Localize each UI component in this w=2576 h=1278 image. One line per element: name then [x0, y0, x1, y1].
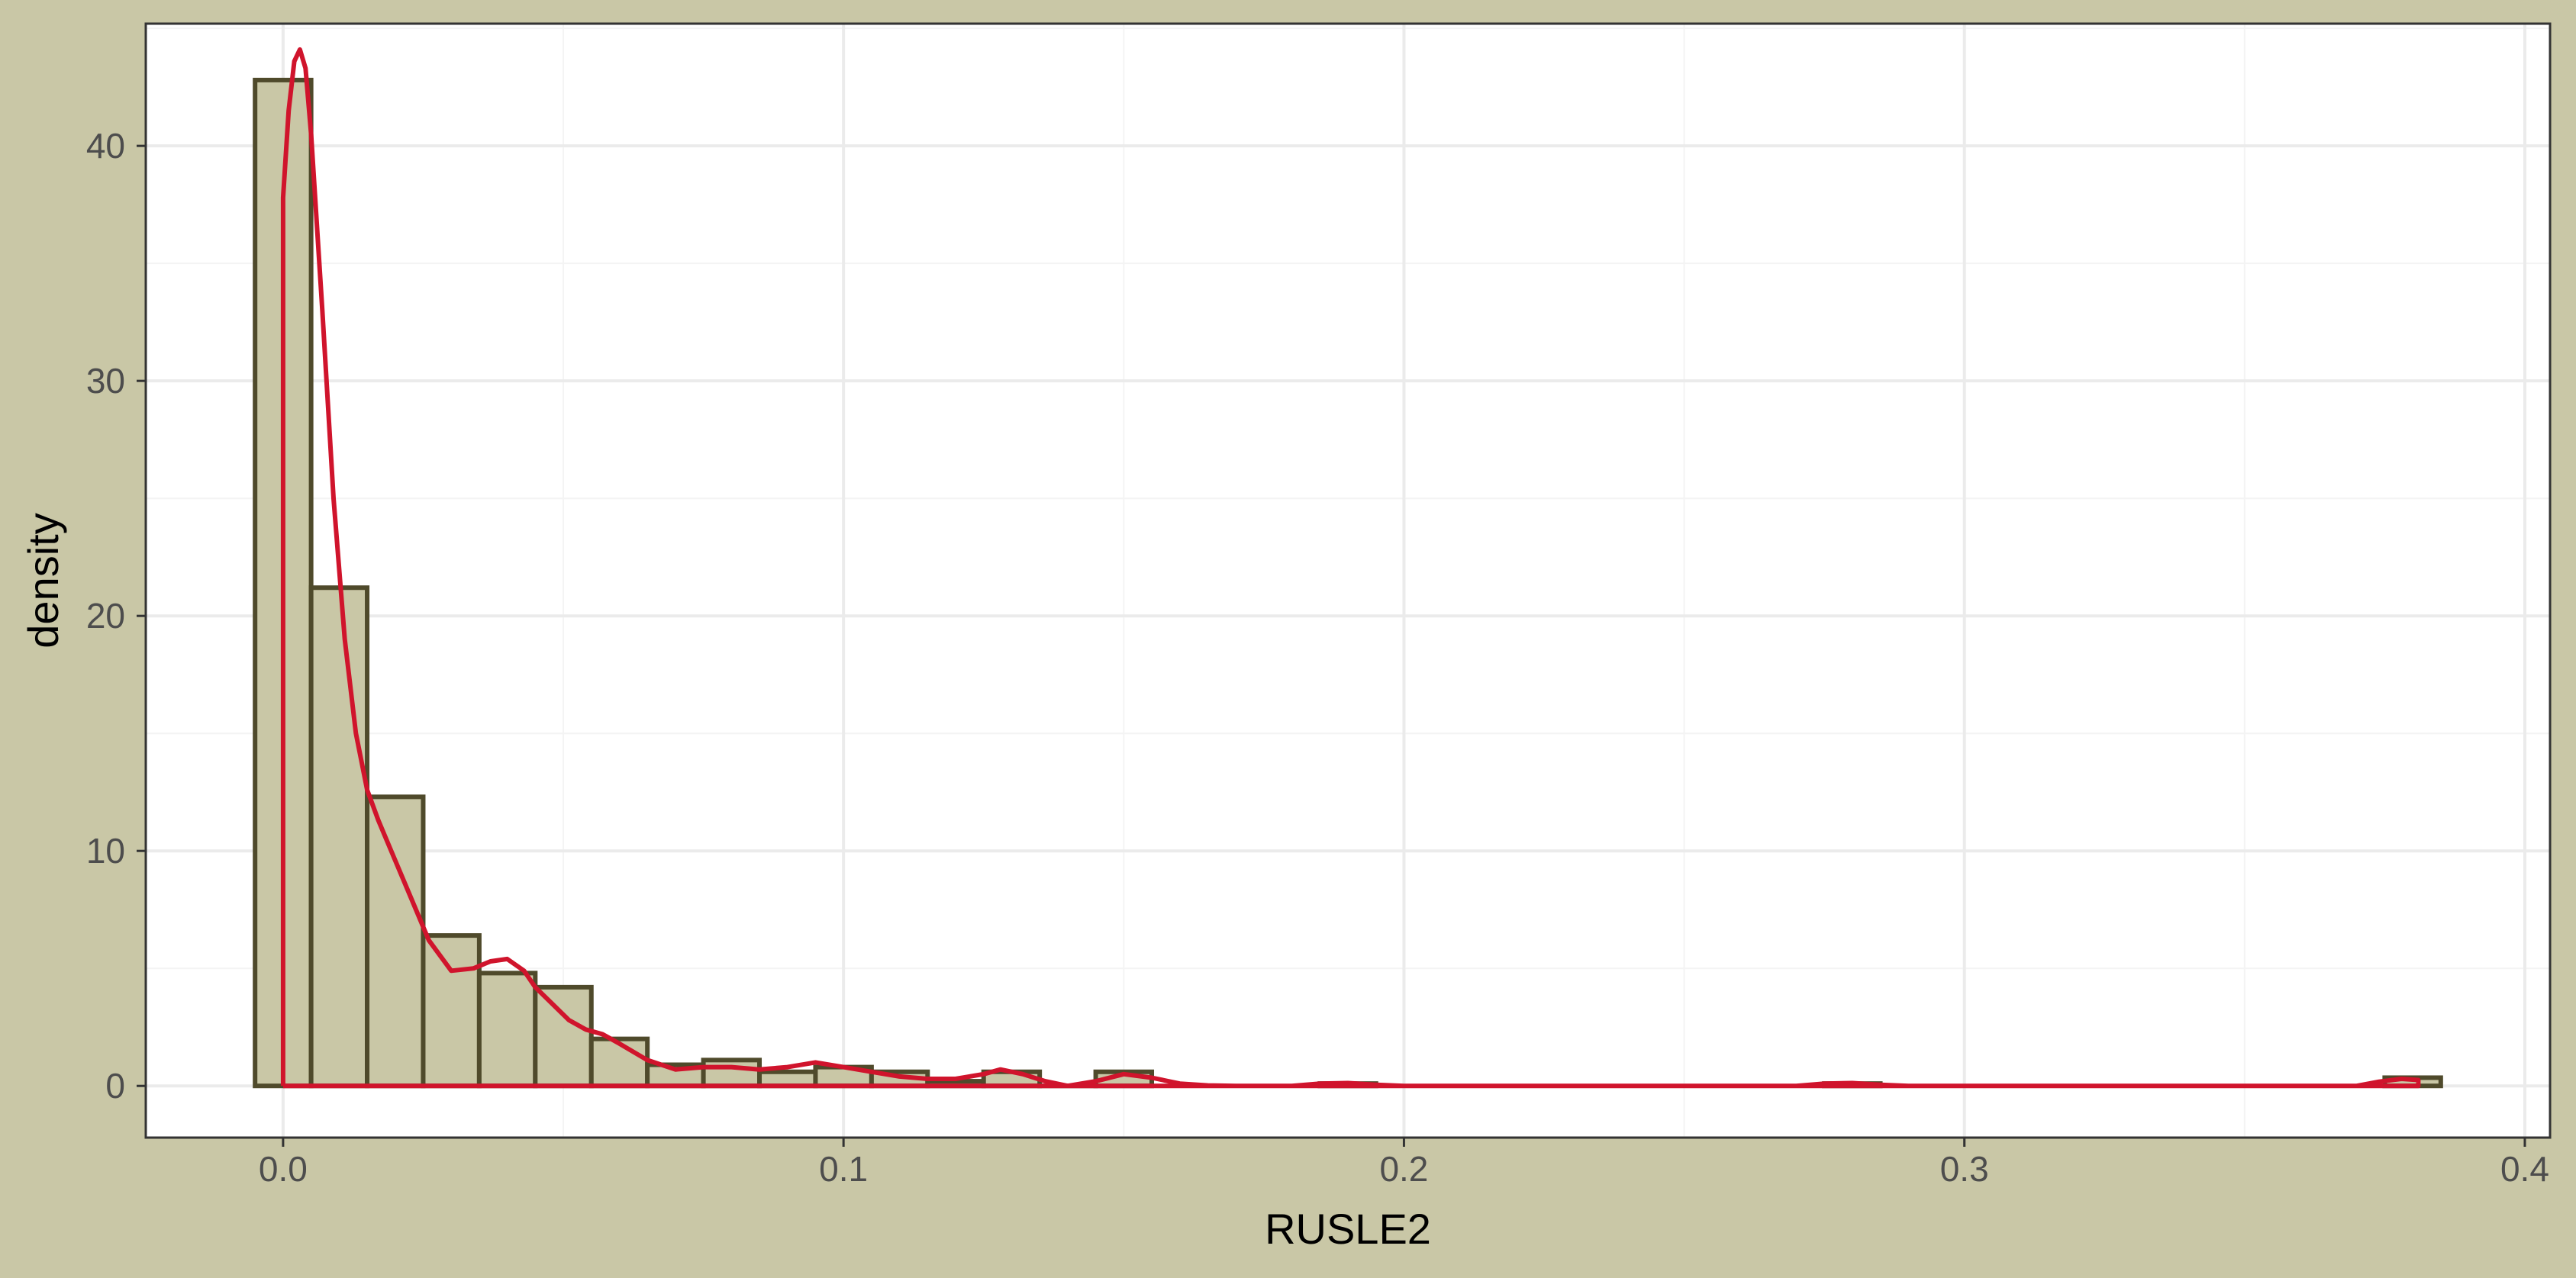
histogram-bar: [533, 984, 594, 1089]
x-tick-label: 0.2: [1379, 1149, 1428, 1189]
x-tick-label: 0.4: [2500, 1149, 2549, 1189]
density-curve: [280, 47, 2421, 1089]
y-tick-label: 30: [86, 361, 125, 401]
y-axis: 0 10 20 30 40: [86, 126, 146, 1106]
histogram-bar: [476, 971, 538, 1089]
y-tick-label: 20: [86, 596, 125, 636]
x-tick-label: 0.3: [1940, 1149, 1989, 1189]
plot-border: [144, 22, 2552, 1139]
x-tick-label: 0.0: [259, 1149, 308, 1189]
y-axis-title: density: [19, 513, 67, 648]
histogram-bar: [308, 585, 370, 1089]
y-tick-label: 10: [86, 831, 125, 871]
plot-panel: [146, 24, 2550, 1138]
x-tick-label: 0.1: [819, 1149, 868, 1189]
grid-minor: [146, 24, 2550, 1138]
histogram-bar: [701, 1057, 762, 1089]
histogram-bar: [365, 794, 426, 1089]
histogram-bar: [421, 933, 482, 1089]
y-tick-label: 0: [105, 1066, 125, 1106]
x-axis: 0.0 0.1 0.2 0.3 0.4: [259, 1138, 2549, 1189]
x-axis-title: RUSLE2: [1265, 1205, 1431, 1253]
y-tick-label: 40: [86, 126, 125, 166]
